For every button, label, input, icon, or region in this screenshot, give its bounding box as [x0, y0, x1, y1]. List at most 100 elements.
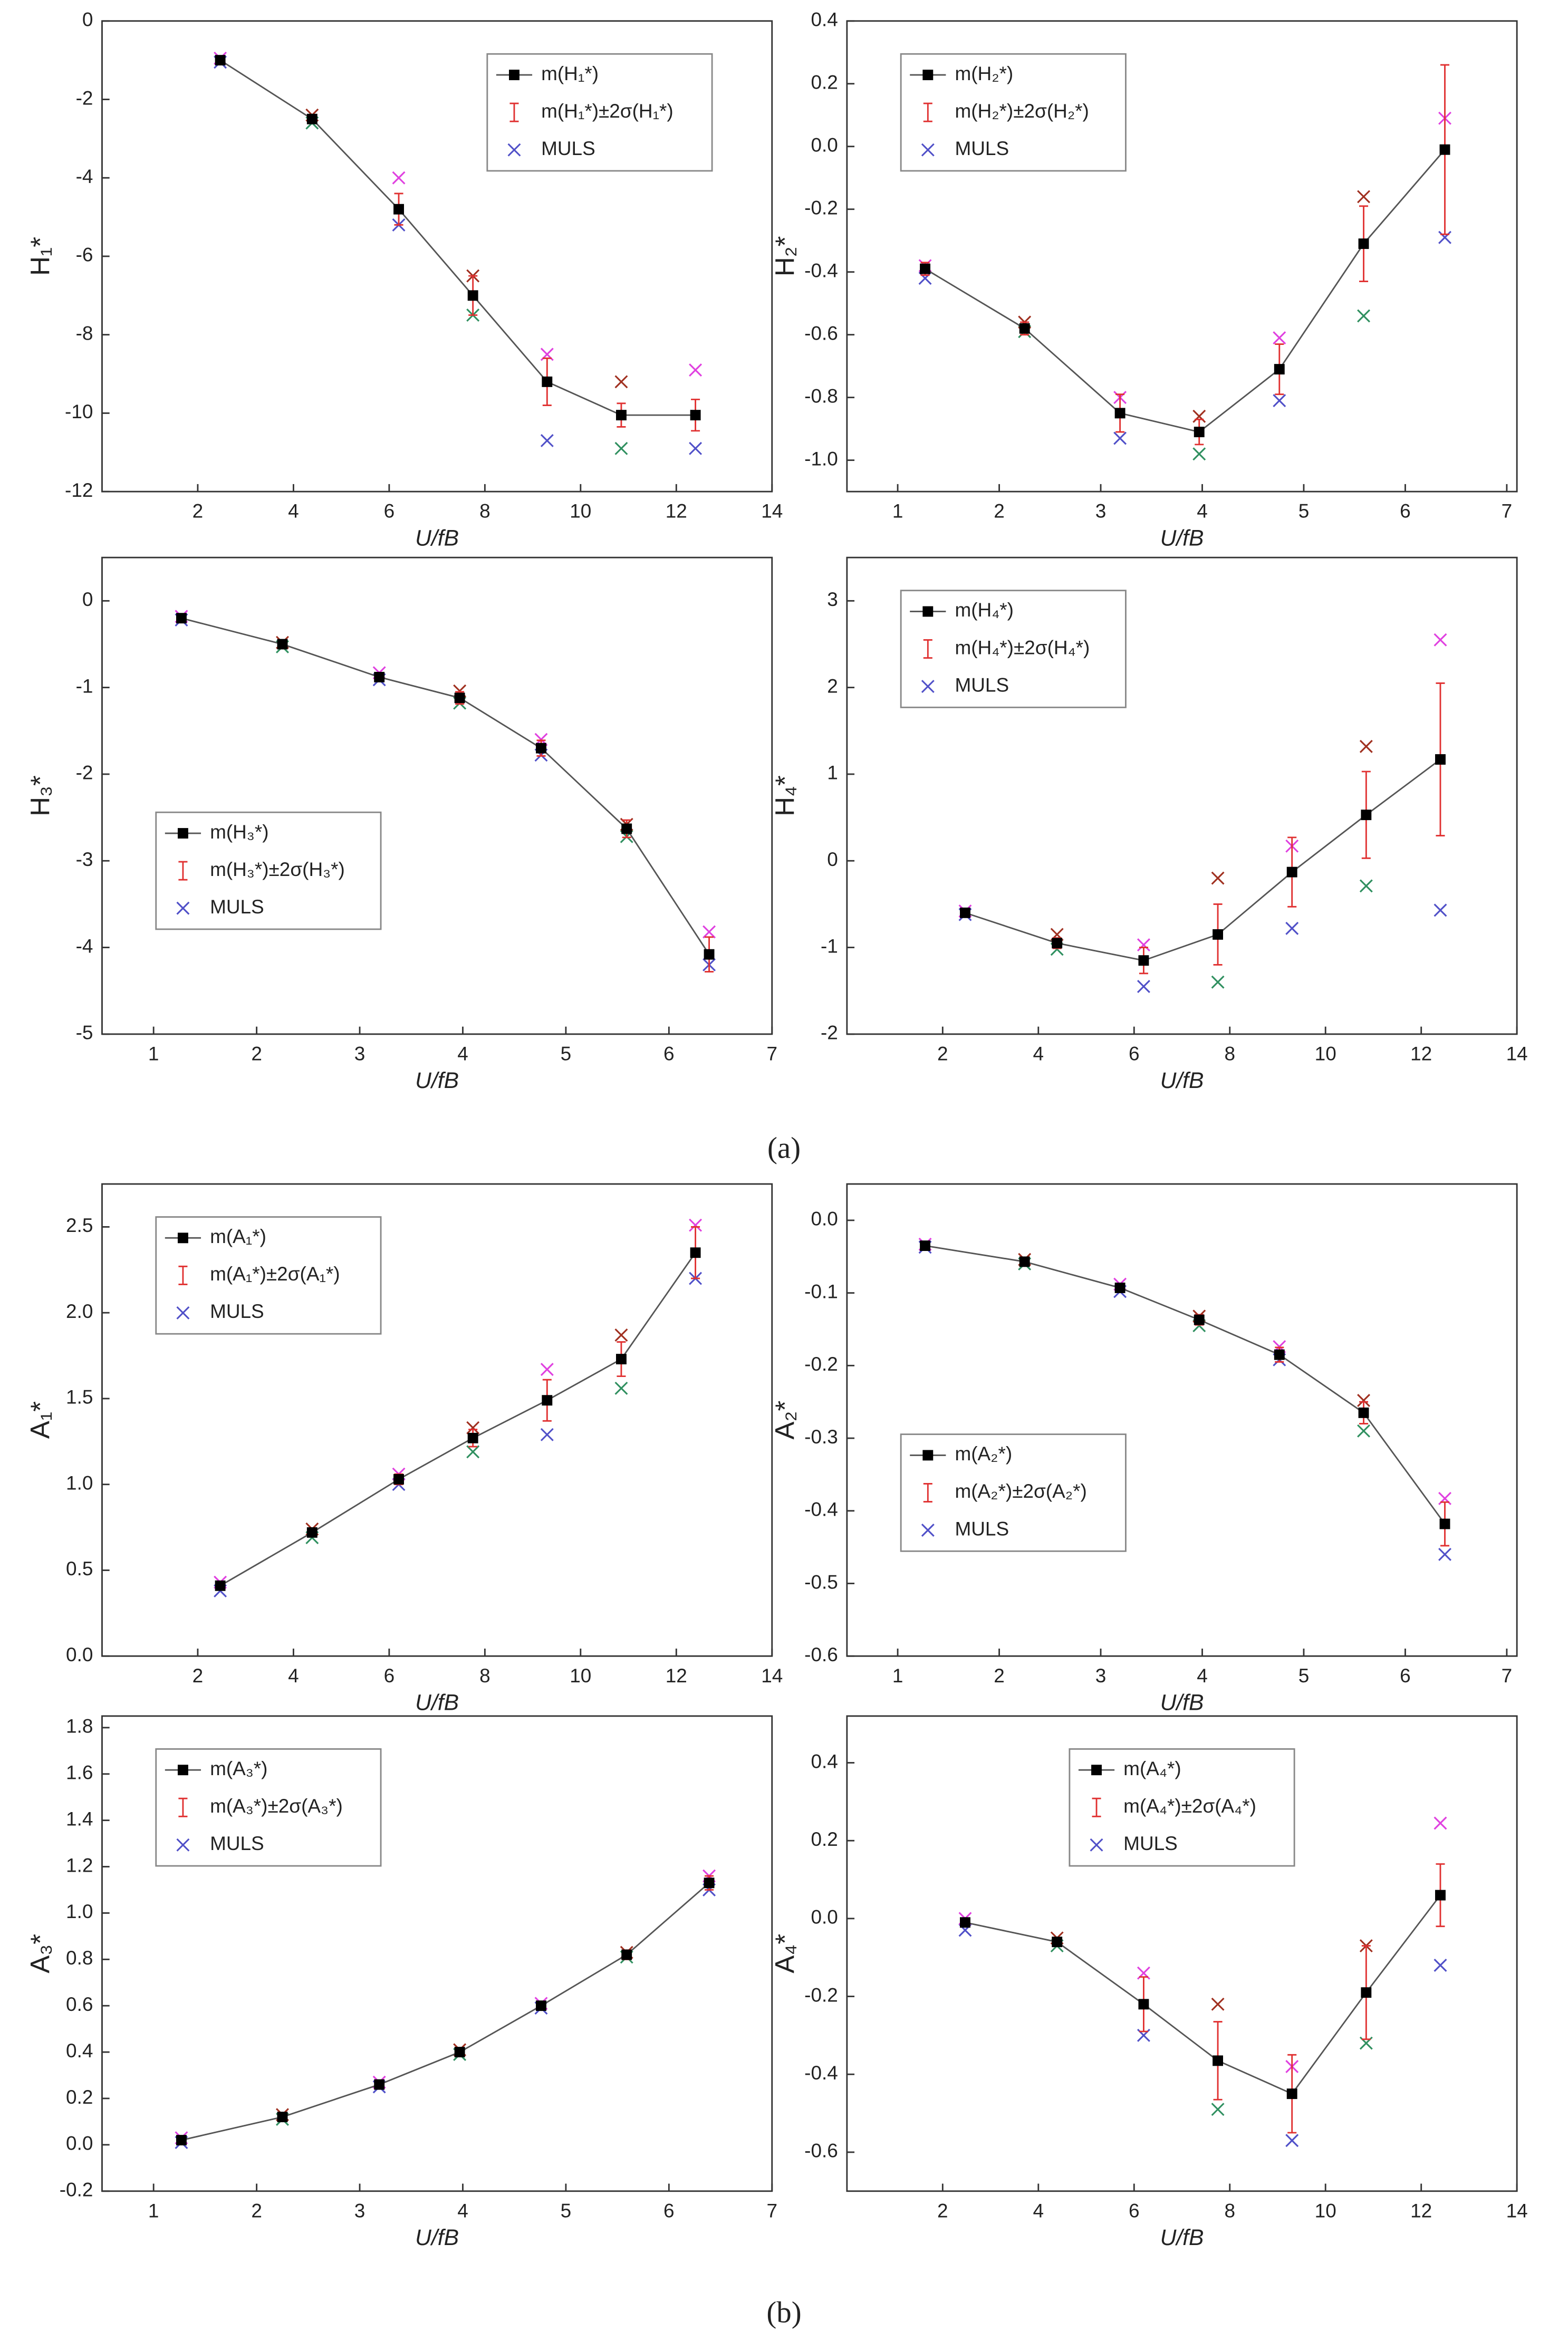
x-tick-label: 6: [663, 1043, 675, 1064]
muls-point: [1438, 230, 1451, 244]
y-tick-label: -0.2: [804, 1353, 838, 1375]
legend-symbol: [176, 901, 190, 915]
muls-point: [689, 363, 703, 377]
mean-point: [1361, 810, 1372, 821]
muls-point: [689, 1218, 703, 1232]
y-tick-label: 0.0: [66, 2133, 93, 2154]
muls-point: [1273, 331, 1286, 345]
x-tick-label: 1: [148, 1043, 159, 1064]
y-tick-label: 1.6: [66, 1762, 93, 1784]
mean-point: [704, 1877, 715, 1889]
plot-frame: [846, 556, 1518, 1035]
muls-point: [466, 1445, 480, 1459]
x-tick-label: 6: [1129, 1043, 1140, 1064]
legend-symbol: [178, 1265, 188, 1285]
x-tick-label: 8: [479, 1665, 490, 1687]
legend-symbol: [923, 102, 932, 122]
mean-point: [1052, 938, 1063, 949]
y-tick-label: 1: [827, 762, 838, 784]
x-tick-label: 6: [1129, 2200, 1140, 2221]
legend-box: [155, 1216, 382, 1335]
x-axis-label: U/fB: [415, 1690, 459, 1715]
mean-point: [616, 1354, 627, 1365]
y-tick-label: -0.8: [804, 385, 838, 407]
legend-label: MULS: [955, 674, 1009, 696]
legend-label: m(H₁*): [541, 63, 599, 84]
legend-box: [900, 590, 1127, 708]
legend-symbol: [177, 1232, 188, 1244]
mean-point: [690, 1247, 701, 1258]
mean-point: [454, 692, 465, 704]
mean-point: [1361, 1987, 1372, 1998]
x-tick-label: 2: [994, 500, 1005, 522]
x-tick-label: 5: [561, 1043, 572, 1064]
x-tick-label: 5: [1298, 500, 1310, 522]
y-axis-label: H₁*: [25, 237, 55, 276]
muls-point: [1357, 190, 1371, 204]
mean-point: [1274, 1349, 1285, 1360]
muls-point: [1192, 447, 1206, 461]
plot-frame: [101, 1183, 773, 1657]
y-tick-label: -0.6: [804, 1644, 838, 1665]
y-tick-label: -0.2: [804, 197, 838, 218]
x-tick-label: 8: [1224, 1043, 1235, 1064]
muls-point: [703, 925, 716, 939]
mean-point: [306, 1527, 318, 1538]
y-tick-label: 0.2: [811, 1828, 838, 1850]
y-tick-label: 1.5: [66, 1386, 93, 1408]
y-tick-label: -0.6: [804, 322, 838, 344]
mean-point: [393, 1473, 404, 1485]
x-tick-label: 6: [384, 1665, 395, 1687]
y-tick-label: -0.4: [804, 1499, 838, 1520]
y-tick-label: 0.4: [811, 9, 838, 31]
legend-label: m(H₃*): [210, 821, 268, 843]
muls-point: [1211, 975, 1225, 989]
y-tick-label: 0: [82, 589, 93, 610]
x-tick-label: 3: [1095, 1665, 1107, 1687]
y-tick-label: 0: [82, 9, 93, 31]
legend-label: m(H₄*)±2σ(H₄*): [955, 637, 1090, 658]
mean-point: [1194, 1314, 1205, 1325]
x-tick-label: 10: [570, 1665, 591, 1687]
mean-point: [536, 743, 546, 754]
legend-symbol: [507, 143, 521, 157]
y-tick-label: 1.0: [66, 1472, 93, 1494]
x-tick-label: 1: [892, 1665, 903, 1687]
x-tick-label: 4: [288, 500, 299, 522]
mean-point: [920, 263, 931, 274]
y-tick-label: 0.0: [66, 1644, 93, 1665]
muls-point: [614, 1381, 628, 1395]
mean-point: [1439, 1518, 1450, 1529]
y-tick-label: -0.1: [804, 1280, 838, 1302]
muls-point: [689, 441, 703, 455]
x-axis-label: U/fB: [415, 525, 459, 551]
x-tick-label: 10: [1315, 1043, 1336, 1064]
y-tick-label: 2: [827, 675, 838, 697]
legend-symbol: [177, 828, 188, 839]
muls-point: [1357, 1393, 1371, 1407]
x-axis-label: U/fB: [1160, 1068, 1204, 1093]
y-tick-label: 1.0: [66, 1901, 93, 1922]
x-tick-label: 3: [354, 1043, 365, 1064]
legend-symbol: [1091, 1765, 1102, 1776]
legend-label: m(H₂*): [955, 63, 1013, 84]
mean-point: [1019, 323, 1030, 334]
y-tick-label: 0.4: [66, 2040, 93, 2062]
legend-symbol: [509, 70, 520, 81]
y-tick-label: -0.2: [60, 2179, 93, 2201]
x-tick-label: 7: [1502, 500, 1513, 522]
mean-point: [1274, 364, 1285, 375]
mean-point: [621, 823, 632, 834]
legend-label: MULS: [955, 1518, 1009, 1539]
caption: (b): [766, 2296, 801, 2329]
legend-symbol: [176, 1306, 190, 1320]
muls-point: [614, 375, 628, 389]
muls-point: [1285, 921, 1299, 935]
muls-point: [1357, 1424, 1371, 1438]
muls-point: [614, 441, 628, 455]
mean-point: [690, 410, 701, 421]
mean-point: [277, 2112, 288, 2123]
x-tick-label: 2: [994, 1665, 1005, 1687]
legend-symbol: [1092, 1797, 1101, 1817]
